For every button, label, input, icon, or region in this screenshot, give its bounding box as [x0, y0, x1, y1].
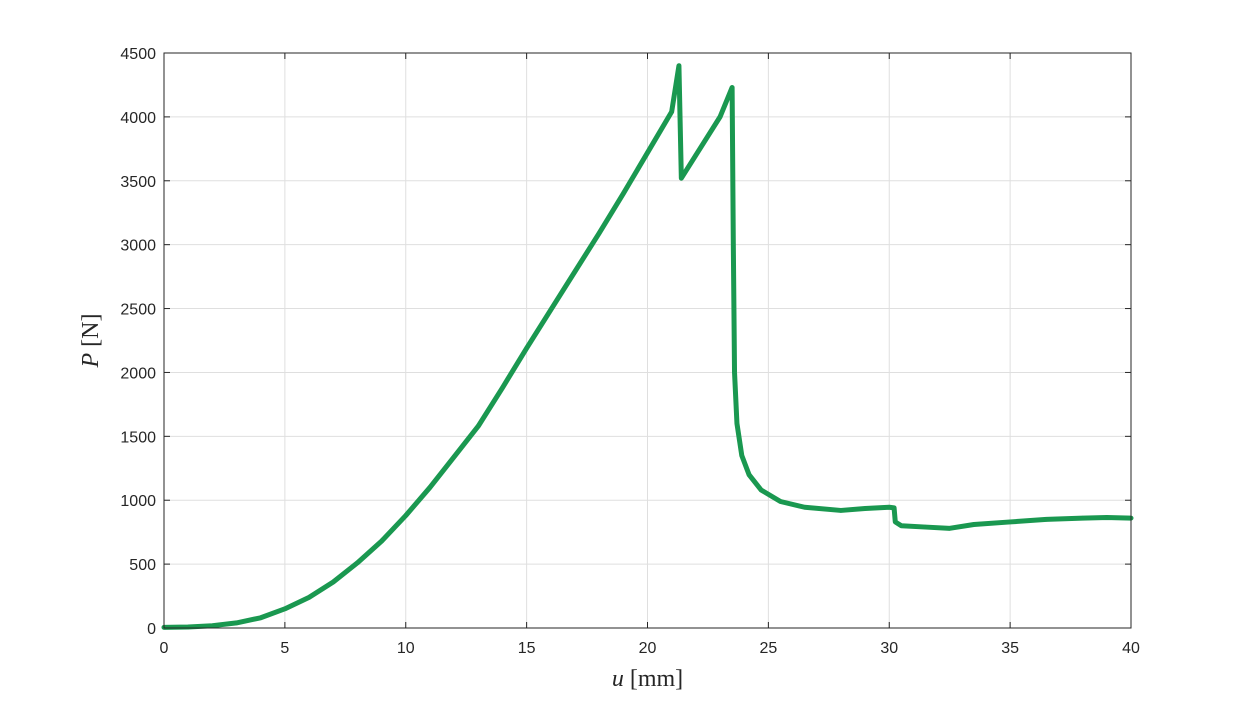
data-point [451, 454, 457, 459]
data-point [258, 615, 263, 620]
data-point [403, 513, 408, 518]
data-point [1080, 515, 1085, 521]
x-tick-label: 15 [518, 640, 536, 657]
x-tick-label: 25 [759, 640, 777, 657]
data-point [739, 453, 744, 458]
x-tick-label: 30 [880, 640, 898, 657]
data-point [185, 624, 191, 630]
data-point [729, 85, 735, 90]
y-tick-label: 3500 [120, 174, 156, 191]
y-tick-label: 1500 [120, 429, 156, 446]
data-point [1044, 517, 1049, 522]
data-point [717, 114, 723, 120]
data-point [899, 523, 904, 528]
x-axis-label: u [mm] [612, 666, 683, 692]
data-point [282, 606, 288, 612]
x-tick-label: 0 [160, 640, 169, 657]
data-point [1104, 515, 1110, 520]
y-tick-label: 1000 [120, 493, 156, 510]
x-tick-label: 20 [639, 640, 657, 657]
y-tick-label: 2500 [120, 302, 156, 319]
data-point [923, 524, 928, 530]
grid [163, 52, 1132, 629]
y-tick-label: 3000 [120, 238, 156, 255]
data-point [234, 620, 239, 626]
ticks: 0 5 10 15 20 25 30 35 40 0 500 1000 1500 2000 2500 3000… [120, 46, 1140, 657]
x-tick-label: 5 [280, 640, 289, 657]
data-point [210, 623, 215, 628]
data-point [572, 269, 578, 274]
data-point [731, 242, 736, 247]
data-point [676, 63, 682, 68]
data-point [693, 153, 699, 158]
y-tick-label: 4500 [120, 46, 156, 63]
y-tick-label: 4000 [120, 110, 156, 127]
data-point [548, 307, 553, 313]
data-point [778, 499, 783, 504]
data-point [476, 423, 481, 429]
data-point [669, 109, 674, 114]
data-point [732, 370, 737, 375]
data-point [524, 345, 529, 351]
data-point [802, 505, 807, 510]
data-point [947, 526, 952, 531]
data-point [734, 421, 740, 426]
data-point [758, 487, 764, 493]
data-point [427, 485, 433, 490]
data-point [645, 150, 650, 155]
y-axis-symbol: P [78, 353, 104, 369]
y-axis-unit: [N] [78, 314, 104, 347]
data-point [838, 508, 844, 513]
data-point [862, 506, 868, 511]
data-point [893, 519, 898, 525]
data-point [331, 579, 336, 585]
data-point [891, 505, 897, 511]
y-tick-label: 2000 [120, 365, 156, 382]
data-point [971, 522, 977, 527]
data-point [306, 595, 312, 600]
x-tick-label: 10 [397, 640, 415, 657]
data-point [355, 560, 360, 566]
y-tick-label: 500 [129, 557, 156, 574]
y-axis-label: P [N] [78, 314, 104, 369]
y-tick-label: 0 [147, 621, 156, 638]
x-tick-label: 40 [1122, 640, 1140, 657]
data-point [596, 230, 602, 236]
data-point [679, 176, 684, 181]
x-tick-label: 35 [1001, 640, 1019, 657]
data-point [500, 385, 505, 390]
x-axis-symbol: u [612, 666, 624, 692]
data-point [887, 505, 892, 510]
data-point [746, 472, 752, 477]
data-point [621, 191, 626, 196]
data-point [1007, 519, 1013, 525]
data-point [379, 538, 384, 544]
x-axis-unit: [mm] [630, 666, 683, 692]
